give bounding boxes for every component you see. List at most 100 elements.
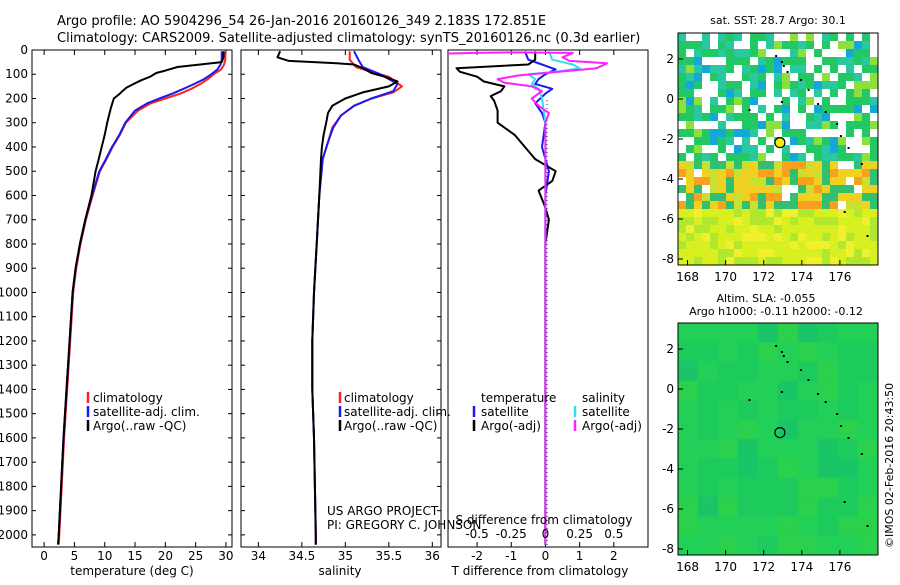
island-dot bbox=[817, 103, 820, 105]
sst-cell bbox=[822, 33, 830, 41]
sst-cell bbox=[798, 169, 806, 177]
sst-cell bbox=[686, 89, 694, 97]
sst-cell bbox=[758, 137, 766, 145]
map-x-tick-label: 176 bbox=[828, 270, 851, 284]
sst-cell bbox=[702, 209, 710, 217]
sst-cell bbox=[678, 105, 686, 113]
sst-cell bbox=[782, 129, 790, 137]
island-dot bbox=[836, 413, 839, 415]
sst-cell bbox=[742, 177, 750, 185]
sst-cell bbox=[718, 249, 726, 257]
sla-cell bbox=[718, 381, 738, 401]
sst-cell bbox=[734, 153, 742, 161]
sla-cell bbox=[818, 361, 838, 382]
sst-cell bbox=[734, 185, 742, 193]
sst-cell bbox=[702, 113, 710, 121]
sla-cell bbox=[838, 381, 858, 401]
sla-cell bbox=[738, 439, 758, 459]
sst-cell bbox=[798, 161, 806, 169]
sla-cell bbox=[678, 535, 698, 556]
sst-cell bbox=[862, 89, 870, 97]
sst-cell bbox=[838, 153, 846, 161]
sst-cell bbox=[710, 137, 718, 145]
sst-cell bbox=[870, 65, 878, 73]
sst-cell bbox=[694, 73, 702, 81]
sst-cell bbox=[726, 209, 734, 217]
sst-cell bbox=[846, 121, 854, 129]
sst-cell bbox=[758, 185, 766, 193]
sst-cell bbox=[686, 65, 694, 73]
sst-cell bbox=[782, 105, 790, 113]
sst-cell bbox=[782, 97, 790, 105]
sst-cell bbox=[822, 257, 830, 265]
sla-cell bbox=[858, 458, 878, 478]
map-x-tick-label: 168 bbox=[676, 560, 699, 574]
island-dot bbox=[780, 351, 783, 353]
sst-cell bbox=[702, 177, 710, 185]
sst-cell bbox=[718, 241, 726, 249]
sla-cell bbox=[798, 400, 818, 420]
sst-cell bbox=[838, 241, 846, 249]
sst-cell bbox=[710, 97, 718, 105]
imos-credit: ©IMOS 02-Feb-2016 20:43:50 bbox=[883, 383, 896, 548]
x-tick-label: 2 bbox=[610, 549, 618, 563]
sst-cell bbox=[678, 49, 686, 57]
sst-map-title: sat. SST: 28.7 Argo: 30.1 bbox=[710, 14, 846, 27]
sla-cell bbox=[798, 535, 818, 556]
sst-cell bbox=[830, 161, 838, 169]
sla-cell bbox=[838, 535, 858, 556]
sst-cell bbox=[694, 225, 702, 233]
sst-cell bbox=[798, 201, 806, 209]
sst-cell bbox=[710, 177, 718, 185]
y-tick-label: 1100 bbox=[0, 310, 28, 324]
y-tick-label: 0 bbox=[20, 43, 28, 57]
sst-cell bbox=[758, 121, 766, 129]
sst-cell bbox=[750, 185, 758, 193]
sla-cell bbox=[758, 477, 778, 498]
sst-cell bbox=[862, 185, 870, 193]
sst-cell bbox=[734, 241, 742, 249]
sst-cell bbox=[870, 153, 878, 161]
sst-cell bbox=[838, 233, 846, 241]
sst-cell bbox=[678, 217, 686, 225]
sst-cell bbox=[726, 89, 734, 97]
sla-cell bbox=[838, 497, 858, 517]
sst-cell bbox=[694, 257, 702, 265]
sst-cell bbox=[750, 177, 758, 185]
x-tick-label: 34 bbox=[251, 549, 266, 563]
temperature-xlabel: temperature (deg C) bbox=[70, 564, 193, 578]
sst-cell bbox=[750, 89, 758, 97]
sst-cell bbox=[862, 81, 870, 89]
sst-cell bbox=[846, 73, 854, 81]
sst-cell bbox=[854, 57, 862, 65]
x-tick-label: 36 bbox=[425, 549, 440, 563]
sst-cell bbox=[854, 193, 862, 201]
y-tick-label: 500 bbox=[5, 164, 28, 178]
sst-map-panel: sat. SST: 28.7 Argo: 30.1 168 170 172 174 17… bbox=[662, 14, 879, 284]
sst-cell bbox=[838, 177, 846, 185]
sst-cell bbox=[806, 121, 814, 129]
sst-cell bbox=[846, 169, 854, 177]
sst-cell bbox=[750, 81, 758, 89]
sst-cell bbox=[766, 161, 774, 169]
sst-cell bbox=[782, 241, 790, 249]
sst-cell bbox=[830, 257, 838, 265]
x-tick-label: -2 bbox=[471, 549, 483, 563]
sst-cell bbox=[702, 169, 710, 177]
sla-cell bbox=[698, 323, 718, 343]
sla-cell bbox=[758, 400, 778, 420]
sla-cell bbox=[818, 419, 838, 440]
sst-cell bbox=[830, 217, 838, 225]
sst-cell bbox=[734, 33, 742, 41]
sst-cell bbox=[862, 177, 870, 185]
sst-cell bbox=[814, 65, 822, 73]
sst-cell bbox=[734, 169, 742, 177]
sst-cell bbox=[862, 169, 870, 177]
sst-cell bbox=[758, 241, 766, 249]
sst-cell bbox=[718, 121, 726, 129]
sst-cell bbox=[702, 41, 710, 49]
sst-cell bbox=[742, 73, 750, 81]
sla-cell bbox=[698, 458, 718, 478]
island-dot bbox=[748, 109, 751, 111]
sst-cell bbox=[766, 257, 774, 265]
